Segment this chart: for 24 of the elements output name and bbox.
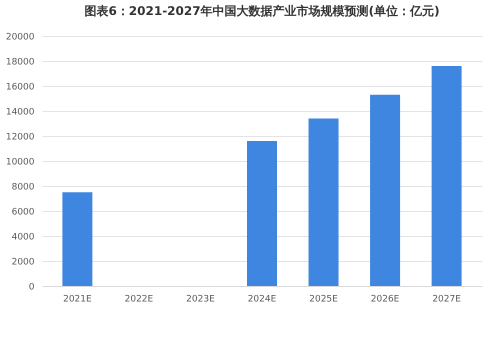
- x-tick-label: 2022E: [124, 294, 154, 304]
- x-tick-label: 2027E: [432, 294, 462, 304]
- chart-title: 图表6：2021-2027年中国大数据产业市场规模预测(单位：亿元): [84, 4, 440, 18]
- x-tick-label: 2021E: [63, 294, 92, 304]
- x-tick-label: 2026E: [370, 294, 400, 304]
- y-tick-label: 20000: [6, 32, 35, 42]
- y-tick-label: 12000: [6, 132, 35, 142]
- y-tick-label: 16000: [6, 82, 35, 92]
- bar: [247, 141, 277, 286]
- y-tick-label: 4000: [12, 232, 35, 242]
- y-tick-label: 14000: [6, 108, 35, 118]
- bar: [308, 118, 339, 286]
- y-tick-label: 6000: [12, 208, 35, 218]
- x-tick-label: 2023E: [186, 294, 216, 304]
- bar: [62, 192, 92, 286]
- y-tick-label: 18000: [6, 58, 35, 68]
- bar: [370, 94, 400, 286]
- y-tick-label: 2000: [12, 258, 35, 268]
- bar: [432, 66, 462, 286]
- x-tick-label: 2025E: [309, 294, 338, 304]
- x-tick-label: 2024E: [248, 294, 277, 304]
- y-tick-label: 10000: [6, 158, 35, 168]
- y-tick-label: 0: [28, 282, 35, 292]
- y-tick-label: 8000: [12, 182, 35, 192]
